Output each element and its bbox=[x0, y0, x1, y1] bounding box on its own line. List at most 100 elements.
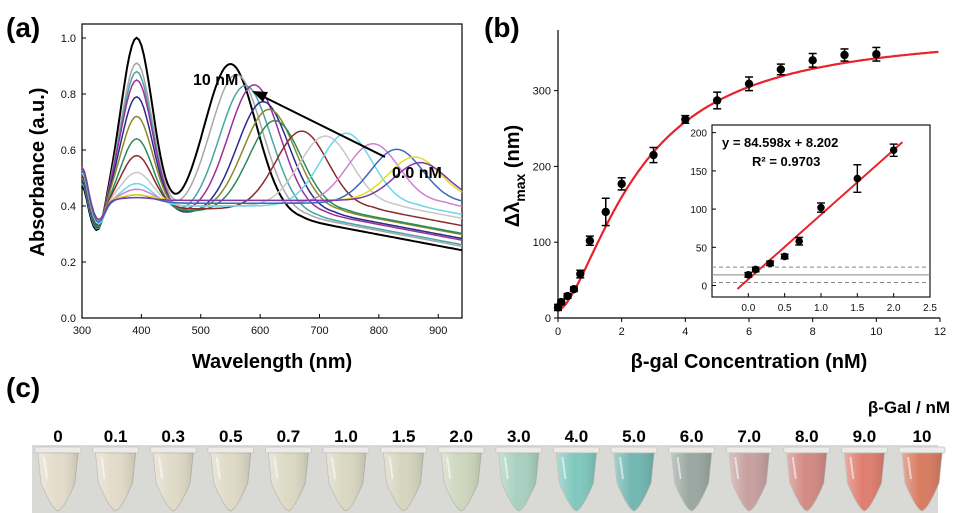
tube-rim bbox=[783, 446, 831, 454]
spectra-y-tick-label: 1.0 bbox=[61, 33, 76, 45]
tube-rim bbox=[668, 446, 715, 454]
tube-rim bbox=[553, 446, 600, 454]
sample-tube bbox=[841, 446, 888, 512]
inset-x-tick-label: 2.5 bbox=[923, 303, 937, 314]
concentration-label: 0.7 bbox=[277, 427, 301, 446]
response-x-tick-label: 6 bbox=[746, 326, 752, 338]
inset-x-tick-label: 2.0 bbox=[887, 303, 901, 314]
tube-glass-highlight bbox=[844, 453, 885, 511]
concentration-label: 9.0 bbox=[853, 427, 877, 446]
tube-rim bbox=[207, 446, 255, 454]
response-x-tick-label: 8 bbox=[810, 326, 816, 338]
tube-rim bbox=[149, 446, 197, 454]
tube-reflection bbox=[100, 456, 106, 480]
tube-reflection bbox=[619, 456, 624, 480]
data-point bbox=[712, 96, 722, 105]
sample-tube bbox=[668, 446, 715, 512]
inset-y-tick-label: 100 bbox=[690, 205, 707, 216]
concentration-label: 1.0 bbox=[334, 427, 358, 446]
tube-reflection bbox=[215, 456, 221, 480]
inset-y-tick-label: 50 bbox=[696, 243, 708, 254]
response-x-axis-title: β-gal Concentration (nM) bbox=[631, 351, 868, 373]
tube-reflection bbox=[676, 456, 682, 480]
tube-rim bbox=[322, 446, 370, 454]
sample-tube bbox=[610, 446, 658, 512]
spectra-x-tick-label: 500 bbox=[192, 325, 210, 337]
inset-x-tick-label: 0.0 bbox=[741, 303, 755, 314]
data-point bbox=[563, 291, 572, 301]
panel-label-c: (c) bbox=[6, 372, 40, 403]
tube-glass-highlight bbox=[902, 453, 942, 511]
tube-glass-highlight bbox=[441, 453, 482, 511]
concentration-label: 1.5 bbox=[392, 427, 416, 446]
tube-glass-highlight bbox=[614, 453, 654, 511]
panel-label-a: (a) bbox=[6, 12, 40, 43]
tube-glass-highlight bbox=[95, 453, 136, 511]
inset-y-tick-label: 150 bbox=[690, 167, 707, 178]
response-x-tick-label: 10 bbox=[870, 326, 882, 338]
spectra-x-tick-label: 300 bbox=[73, 325, 91, 337]
data-point bbox=[776, 65, 786, 74]
concentration-label: 5.0 bbox=[622, 427, 646, 446]
spectra-y-tick-label: 0.4 bbox=[61, 201, 76, 213]
tube-reflection bbox=[446, 456, 452, 480]
spectra-y-tick-label: 0.6 bbox=[61, 145, 76, 157]
inset-x-tick-label: 1.5 bbox=[850, 303, 864, 314]
data-point bbox=[744, 79, 754, 89]
data-point bbox=[808, 56, 817, 65]
inset-data-point bbox=[795, 237, 803, 245]
inset-linear-fit bbox=[736, 141, 904, 290]
response-x-tick-label: 2 bbox=[619, 326, 625, 338]
response-x-tick-label: 0 bbox=[555, 326, 561, 338]
data-point bbox=[601, 207, 610, 217]
annotation-0nm: 0.0 nM bbox=[392, 165, 442, 182]
spectrum-curve bbox=[81, 135, 463, 225]
tube-rim bbox=[92, 446, 139, 454]
trend-arrow-head bbox=[252, 91, 268, 102]
spectrum-curve bbox=[81, 79, 463, 241]
tube-photo-panel: β-Gal / nM 0 0.1 0.3 0.5 0.7 1.0 1.5 2.0 3.0 4.0 5… bbox=[32, 398, 950, 513]
response-y-tick-label: 200 bbox=[533, 161, 551, 173]
spectra-y-axis-title: Absorbance (a.u.) bbox=[27, 88, 49, 257]
data-point bbox=[872, 50, 881, 59]
tube-rim bbox=[898, 446, 946, 454]
tube-reflection bbox=[388, 456, 394, 480]
tube-rim bbox=[380, 446, 428, 454]
response-x-tick-label: 12 bbox=[934, 326, 946, 338]
spectrum-curve bbox=[81, 132, 463, 226]
tube-reflection bbox=[158, 456, 164, 480]
tube-glass-highlight bbox=[671, 453, 712, 511]
spectrum-curve bbox=[81, 70, 463, 246]
sample-tube bbox=[92, 446, 139, 512]
concentration-label: 0.1 bbox=[104, 427, 128, 446]
spectra-x-axis-title: Wavelength (nm) bbox=[192, 351, 352, 373]
inset-data-point bbox=[853, 174, 862, 183]
tube-glass-highlight bbox=[38, 453, 78, 511]
data-point bbox=[556, 297, 566, 307]
concentration-label: 3.0 bbox=[507, 427, 531, 446]
concentration-label: 6.0 bbox=[680, 427, 704, 446]
tube-rim bbox=[495, 446, 543, 454]
inset-y-tick-label: 0 bbox=[701, 282, 707, 293]
spectrum-curve bbox=[81, 36, 463, 252]
spectra-x-tick-label: 600 bbox=[251, 325, 269, 337]
response-chart: 0 2 4 6 8 10 12 0 100 200 300 β-gal Concentration… bbox=[502, 30, 946, 373]
concentration-label: 7.0 bbox=[737, 427, 761, 446]
tube-glass-highlight bbox=[729, 453, 770, 511]
tube-rim bbox=[34, 446, 82, 454]
sample-tube bbox=[898, 446, 946, 512]
spectra-x-tick-label: 400 bbox=[132, 325, 150, 337]
spectrum-curve bbox=[81, 108, 463, 236]
tube-reflection bbox=[734, 456, 740, 480]
sample-tube bbox=[437, 446, 485, 512]
photo-unit-label: β-Gal / nM bbox=[868, 398, 950, 417]
sample-tube bbox=[380, 446, 428, 512]
spectrum-curve bbox=[81, 95, 463, 240]
tube-reflection bbox=[907, 456, 912, 480]
sample-tube bbox=[495, 446, 543, 512]
response-y-axis-title: Δλmax (nm) bbox=[502, 125, 528, 227]
tube-rim bbox=[437, 446, 485, 454]
inset-data-point bbox=[766, 259, 774, 268]
tube-glass-highlight bbox=[326, 453, 366, 511]
